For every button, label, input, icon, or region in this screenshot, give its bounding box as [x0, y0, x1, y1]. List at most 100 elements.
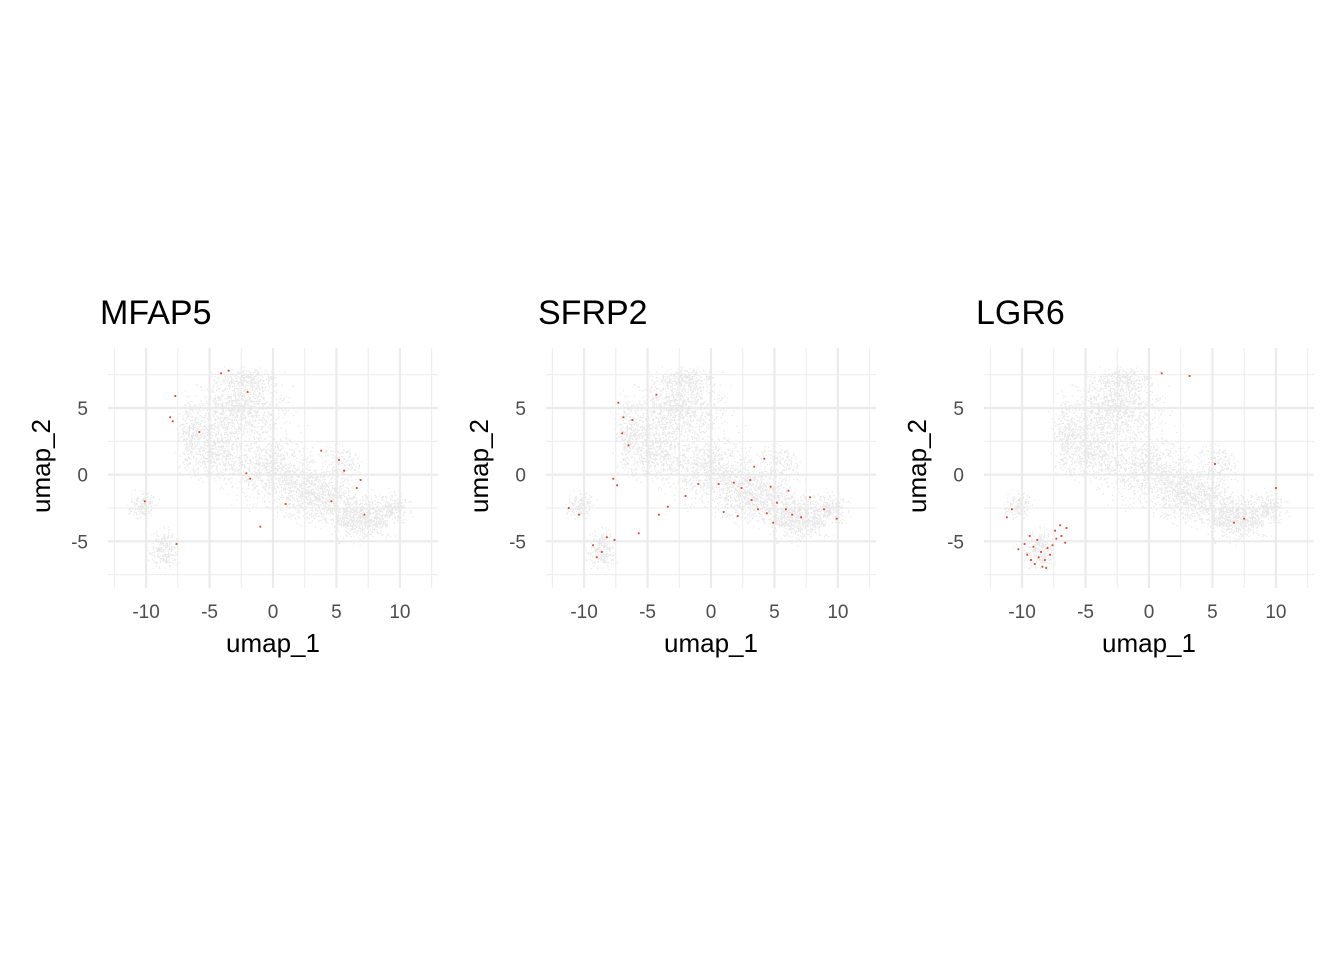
cell-point	[207, 429, 209, 431]
cell-point	[379, 493, 381, 496]
cell-point	[259, 379, 261, 381]
cell-point	[261, 387, 263, 389]
cell-point	[243, 404, 246, 406]
cell-point	[400, 505, 402, 507]
cell-point	[243, 395, 245, 397]
cell-point	[335, 535, 337, 537]
cell-point	[339, 509, 341, 512]
cell-point	[214, 402, 216, 404]
cell-point	[295, 522, 297, 524]
cell-point	[196, 384, 198, 386]
cell-point	[233, 390, 235, 392]
cell-point	[248, 376, 250, 378]
cell-point	[208, 431, 210, 433]
cell-point	[210, 406, 212, 409]
cell-point	[314, 497, 316, 499]
cell-point	[313, 505, 315, 507]
cell-point	[325, 506, 328, 508]
cell-point	[242, 399, 244, 401]
cell-point	[327, 512, 330, 514]
cell-point	[296, 511, 298, 513]
cell-point	[322, 471, 324, 473]
cell-point	[337, 537, 339, 539]
cell-point	[213, 470, 215, 472]
cell-point	[327, 510, 329, 512]
cell-point	[215, 443, 217, 445]
cell-point	[391, 511, 393, 514]
cell-point	[321, 486, 323, 488]
cell-point	[161, 547, 163, 549]
cell-point	[156, 561, 158, 563]
cell-point	[253, 391, 255, 393]
cell-point	[363, 538, 365, 540]
cell-point	[232, 455, 234, 457]
cell-point	[207, 403, 209, 405]
cell-point	[184, 458, 186, 460]
cell-point	[284, 458, 286, 460]
cell-point	[223, 464, 225, 466]
cell-point	[273, 395, 275, 397]
cell-point	[366, 508, 368, 511]
cell-point	[319, 500, 321, 503]
cell-point	[245, 402, 247, 404]
cell-point	[271, 430, 273, 432]
cell-point	[169, 565, 171, 567]
cell-point	[280, 496, 282, 498]
cell-point	[269, 462, 271, 464]
cell-point	[266, 445, 269, 447]
cell-point	[289, 506, 291, 508]
cell-point	[255, 467, 257, 469]
cell-point	[244, 428, 246, 430]
cell-point	[257, 468, 260, 470]
cell-point	[160, 540, 162, 542]
cell-point	[217, 470, 219, 472]
cell-point	[341, 488, 343, 490]
cell-point	[134, 489, 136, 491]
cell-point	[137, 508, 139, 510]
cell-point	[284, 413, 286, 415]
cell-point	[324, 519, 326, 521]
cell-point	[342, 517, 344, 519]
cell-point	[221, 405, 223, 408]
cell-point	[317, 487, 319, 489]
cell-point	[157, 556, 159, 558]
cell-point	[256, 461, 258, 464]
cell-point	[253, 414, 255, 416]
cell-point	[175, 551, 177, 553]
cell-point	[287, 497, 289, 499]
cell-point	[324, 475, 326, 477]
cell-point	[365, 533, 367, 536]
cell-point	[294, 517, 296, 519]
cell-point	[378, 501, 380, 504]
cell-point	[322, 494, 325, 496]
cell-point	[255, 471, 257, 473]
cell-point	[368, 507, 370, 509]
cell-point	[277, 485, 279, 488]
cell-point	[401, 502, 403, 504]
cell-point	[300, 497, 302, 499]
cell-point	[366, 507, 369, 509]
cell-point	[334, 509, 336, 511]
cell-point	[256, 470, 259, 472]
cell-point	[235, 419, 237, 422]
cell-point	[394, 505, 396, 508]
cell-point	[212, 452, 214, 454]
cell-point	[332, 519, 334, 521]
cell-point	[412, 515, 414, 518]
cell-point	[337, 472, 339, 474]
cell-point	[314, 461, 316, 463]
cell-point	[201, 446, 203, 448]
cell-point	[367, 532, 369, 534]
cell-point	[390, 499, 392, 501]
cell-point	[179, 465, 181, 467]
cell-point	[298, 483, 300, 485]
cell-point	[215, 390, 217, 392]
cell-point	[287, 468, 289, 470]
cell-point	[165, 555, 167, 558]
cell-point	[145, 555, 147, 558]
cell-point	[286, 453, 288, 455]
cell-point	[192, 429, 194, 431]
cell-point	[349, 519, 351, 521]
cell-point	[208, 443, 210, 446]
cell-point	[271, 392, 273, 394]
